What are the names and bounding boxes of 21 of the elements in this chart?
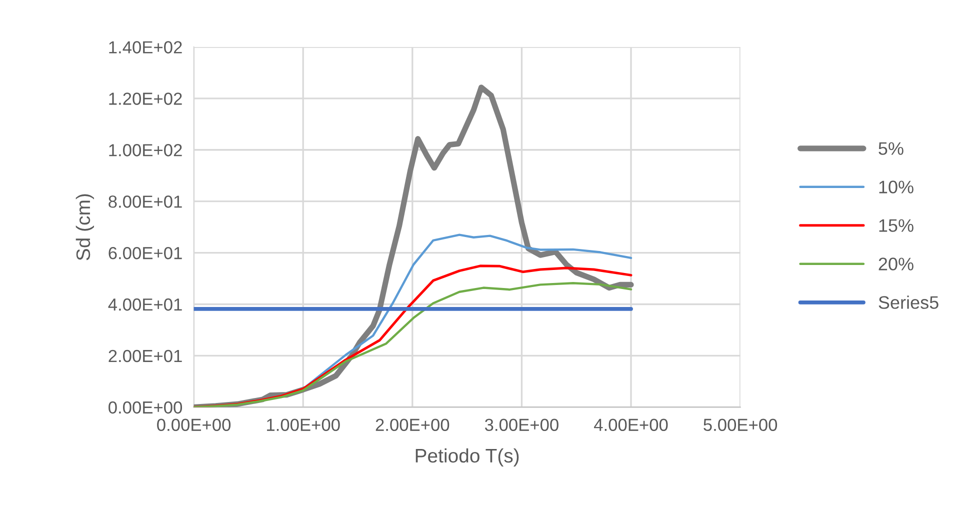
- x-tick-label: 0.00E+00: [157, 418, 231, 432]
- y-tick-label: 4.00E+01: [108, 298, 182, 311]
- x-tick-label: 1.00E+00: [267, 418, 340, 432]
- y-tick-label: 2.00E+01: [108, 350, 182, 362]
- x-tick-label: 3.00E+00: [484, 418, 558, 432]
- legend-label: 20%: [878, 258, 914, 270]
- legend-label: 10%: [879, 180, 914, 194]
- x-tick-label: 2.00E+00: [376, 418, 450, 432]
- x-axis-title: Petiodo T(s): [416, 448, 519, 466]
- y-tick-label: 0.00E+00: [108, 401, 182, 414]
- y-tick-label: 1.20E+02: [109, 92, 182, 105]
- legend-label: Series5: [878, 296, 938, 309]
- y-axis-title: Sd (cm): [76, 194, 94, 260]
- legend-label: 15%: [879, 219, 914, 232]
- y-tick-label: 6.00E+01: [108, 246, 182, 260]
- y-tick-label: 1.00E+02: [109, 144, 182, 156]
- y-tick-label: 1.40E+02: [109, 41, 182, 54]
- x-tick-label: 4.00E+00: [594, 418, 668, 432]
- y-tick-label: 8.00E+01: [108, 196, 182, 208]
- legend-label: 5%: [878, 142, 904, 155]
- x-tick-label: 5.00E+00: [704, 418, 778, 432]
